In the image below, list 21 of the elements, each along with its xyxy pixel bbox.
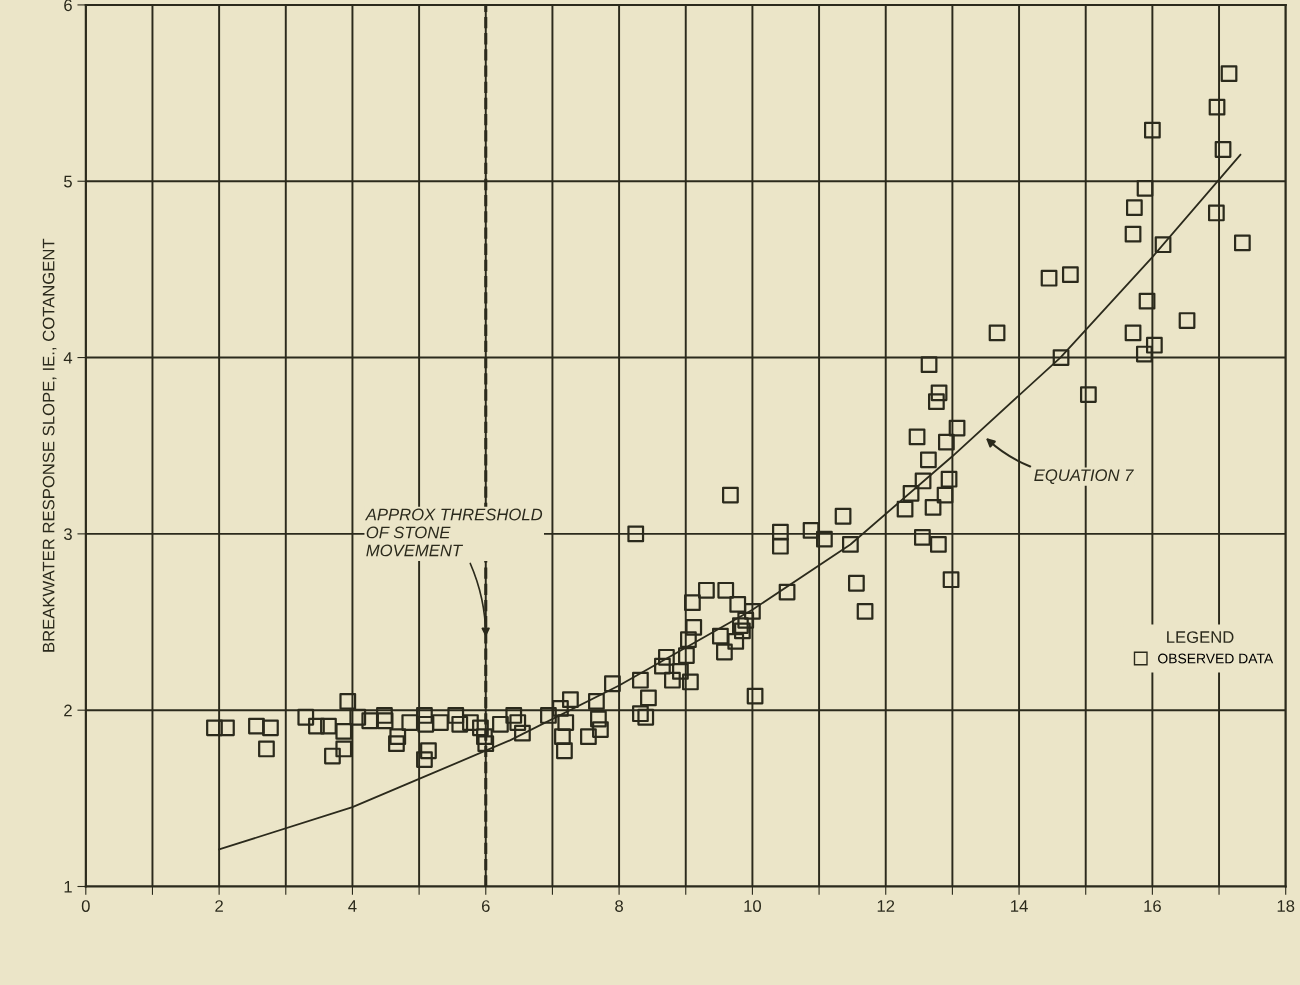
x-tick-label: 14: [1011, 900, 1028, 912]
x-tick-label: 4: [348, 900, 357, 912]
y-axis-title: BREAKWATER RESPONSE SLOPE, IE., COTANGENT: [42, 238, 57, 652]
x-tick-label: 2: [215, 900, 223, 912]
y-tick-label: 5: [64, 175, 72, 188]
y-tick-label: 1: [64, 881, 72, 893]
x-tick-label: 8: [615, 900, 623, 912]
annotation: EQUATION 7: [1034, 469, 1134, 485]
x-tick-label: 12: [877, 900, 895, 912]
x-tick-label: 16: [1144, 900, 1161, 912]
ref-line-label: APPROX THRESHOLD OF STONE MOVEMENT: [364, 508, 543, 557]
x-tick-label: 6: [481, 900, 490, 912]
legend-label: OBSERVED DATA: [1158, 653, 1274, 664]
x-tick-label: 10: [744, 900, 762, 912]
legend-title: LEGEND: [1167, 631, 1234, 643]
x-tick-label: 18: [1277, 900, 1295, 912]
y-tick-label: 2: [64, 704, 72, 717]
y-tick-label: 4: [63, 352, 73, 364]
x-tick-label: 0: [81, 900, 90, 912]
y-tick-label: 3: [63, 528, 72, 541]
y-tick-label: 6: [64, 0, 72, 12]
